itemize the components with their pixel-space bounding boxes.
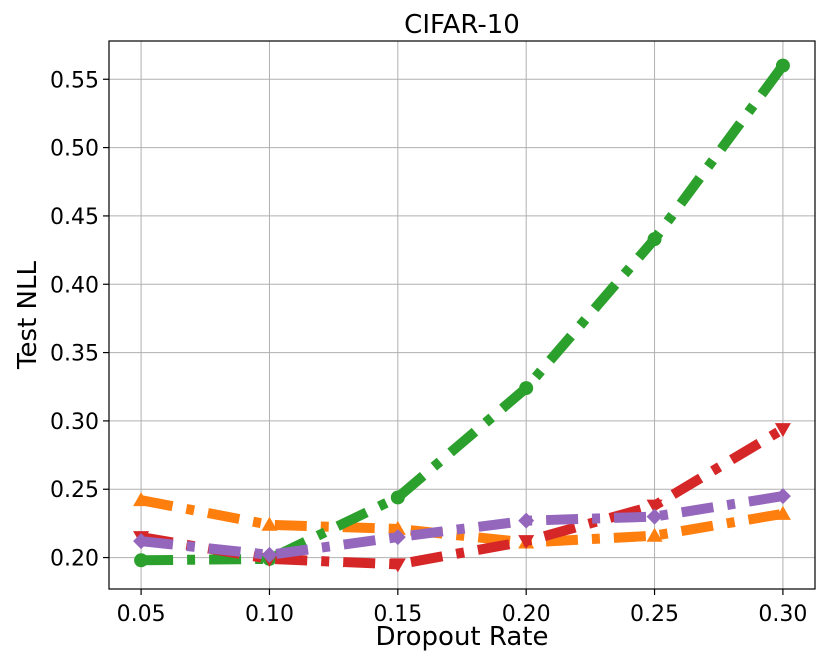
- data-point-4: [261, 546, 278, 563]
- y-tick-label: 0.50: [50, 137, 99, 162]
- series-line-2: [141, 62, 787, 566]
- data-point-2: [647, 232, 662, 247]
- data-point-1: [774, 505, 791, 520]
- x-tick-label: 0.30: [758, 602, 807, 627]
- data-point-3: [518, 535, 535, 550]
- y-tick-label: 0.20: [50, 547, 99, 572]
- data-point-1: [646, 527, 663, 542]
- y-tick-label: 0.40: [50, 273, 99, 298]
- data-point-1: [261, 516, 278, 531]
- ticks: 0.05 0.10 0.15 0.20 0.25 0.30 0.20 0.25 0.30 0.35…: [50, 68, 807, 627]
- series-line-1: [140, 495, 784, 548]
- series-line-3: [140, 424, 786, 570]
- series-layer: [133, 58, 791, 573]
- x-tick-label: 0.05: [117, 602, 166, 627]
- data-point-2: [519, 381, 534, 396]
- data-point-3: [774, 423, 791, 438]
- plot-frame: [108, 40, 816, 590]
- data-point-4: [389, 529, 406, 546]
- data-point-1: [133, 492, 150, 507]
- chart-title: CIFAR-10: [404, 10, 520, 40]
- data-point-3: [389, 558, 406, 573]
- data-point-2: [775, 58, 790, 73]
- series-line-4: [140, 491, 784, 560]
- data-point-4: [133, 533, 150, 550]
- y-axis-title: Test NLL: [13, 261, 43, 370]
- grid: [109, 41, 815, 589]
- data-point-4: [646, 508, 663, 525]
- data-point-2: [390, 490, 405, 505]
- y-tick-label: 0.45: [50, 205, 99, 230]
- x-axis-title: Dropout Rate: [375, 622, 548, 652]
- data-point-4: [774, 488, 791, 505]
- y-tick-label: 0.25: [50, 478, 99, 503]
- x-tick-label: 0.25: [630, 602, 679, 627]
- x-tick-label: 0.10: [245, 602, 294, 627]
- data-point-1: [389, 520, 406, 535]
- y-tick-label: 0.35: [50, 342, 99, 367]
- data-point-3: [646, 499, 663, 514]
- data-point-4: [518, 512, 535, 529]
- data-point-2: [134, 553, 149, 568]
- x-tick-label: 0.15: [373, 602, 422, 627]
- y-tick-label: 0.55: [50, 68, 99, 93]
- y-tick-label: 0.30: [50, 410, 99, 435]
- x-tick-label: 0.20: [502, 602, 551, 627]
